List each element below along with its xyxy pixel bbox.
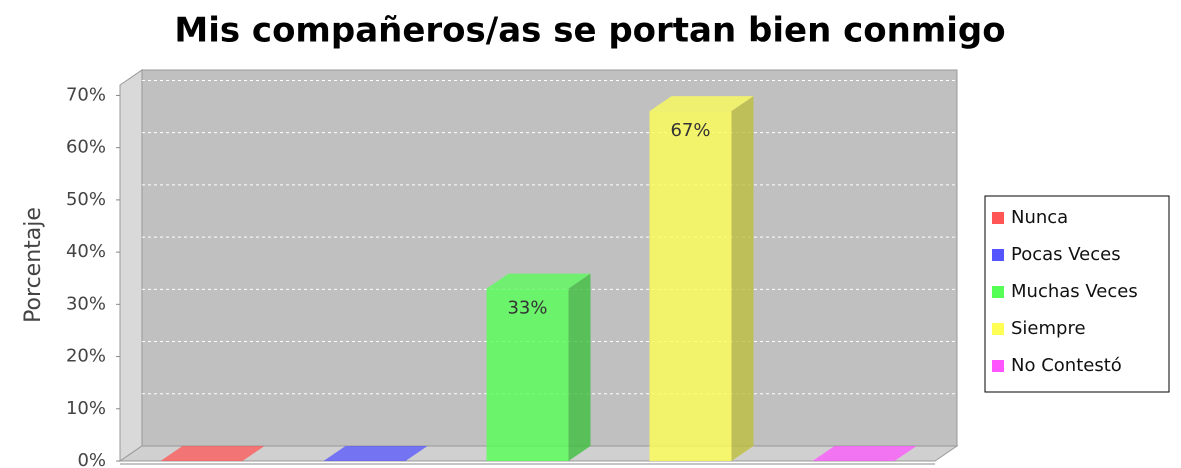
legend-label: Muchas Veces — [1011, 281, 1138, 302]
y-tick-label: 20% — [66, 346, 106, 367]
legend-swatch — [992, 212, 1004, 224]
bar — [323, 446, 428, 461]
legend-swatch — [992, 360, 1004, 372]
legend-label: Pocas Veces — [1011, 244, 1121, 265]
y-tick-label: 0% — [77, 450, 106, 468]
y-tick-label: 30% — [66, 293, 106, 314]
bar-top — [323, 446, 428, 461]
bar-top — [160, 446, 265, 461]
bar-side — [568, 273, 591, 461]
y-tick-label: 10% — [66, 398, 106, 419]
legend-box — [984, 195, 1170, 393]
bar-side-shade — [568, 273, 591, 461]
bar — [812, 446, 917, 461]
bar — [649, 96, 754, 461]
bar-side — [731, 96, 754, 461]
bar — [486, 273, 591, 461]
bar-top — [649, 96, 754, 112]
y-tick-label: 50% — [66, 189, 106, 210]
y-tick-label: 60% — [66, 137, 106, 158]
value-label: 33% — [507, 298, 547, 319]
legend-label: No Contestó — [1011, 355, 1122, 376]
value-label: 67% — [670, 120, 710, 141]
legend-swatch — [992, 249, 1004, 261]
y-tick-label: 40% — [66, 241, 106, 262]
legend-swatch — [992, 286, 1004, 298]
chart-title: Mis compañeros/as se portan bien conmigo — [174, 11, 1005, 51]
bar-top — [486, 273, 591, 289]
bar-front — [486, 288, 569, 461]
bar — [160, 446, 265, 461]
legend-label: Siempre — [1011, 318, 1086, 339]
bar-top — [812, 446, 917, 461]
y-axis-label: Porcentaje — [21, 207, 46, 323]
legend-swatch — [992, 323, 1004, 335]
bar-front — [649, 111, 732, 461]
left-wall — [119, 69, 143, 462]
y-tick-label: 70% — [66, 84, 106, 105]
bar-side-shade — [731, 96, 754, 461]
legend-label: Nunca — [1011, 207, 1068, 228]
